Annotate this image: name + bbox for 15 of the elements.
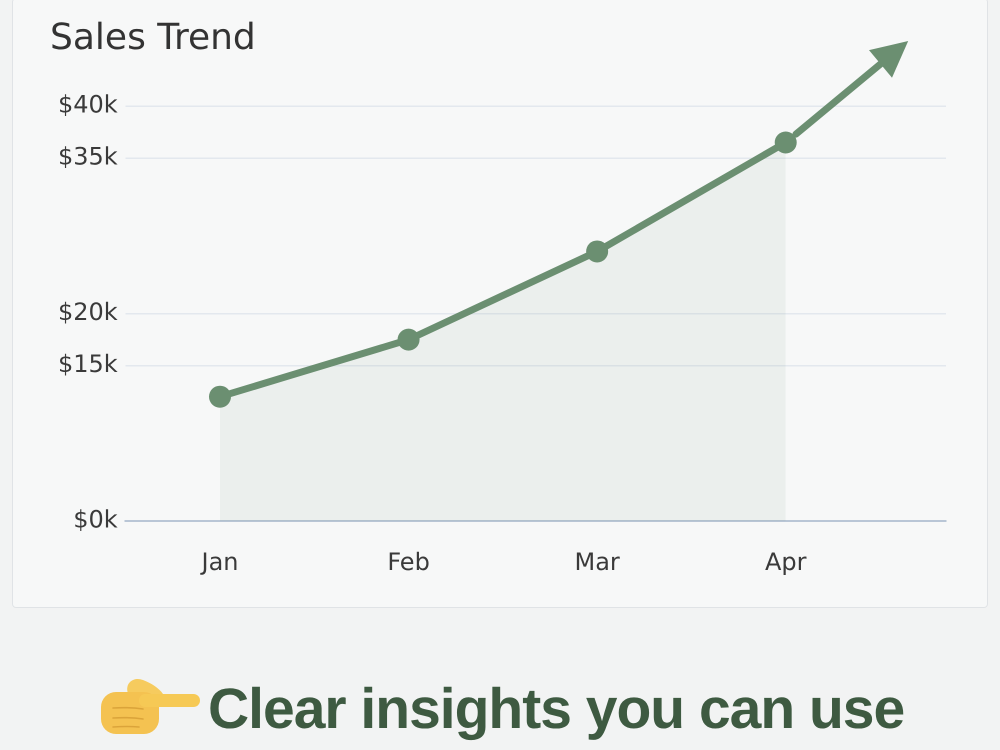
y-tick-label: $35k: [58, 142, 118, 170]
y-tick-label: $0k: [73, 505, 118, 534]
y-tick-label: $20k: [58, 298, 118, 326]
point: [586, 240, 608, 262]
text: Clear insights you can use: [208, 677, 904, 741]
x-tick-label: Apr: [764, 548, 807, 576]
point: [774, 132, 797, 154]
y-tick-label: $40k: [58, 90, 118, 118]
y-tick-label: $15k: [58, 350, 118, 378]
point: [398, 328, 420, 351]
x-tick-label: Feb: [387, 548, 430, 576]
x-tick-label: Mar: [574, 548, 620, 576]
x-tick-label: Jan: [199, 548, 238, 576]
chart-title: Sales Trend: [50, 16, 256, 58]
point: [208, 386, 231, 408]
